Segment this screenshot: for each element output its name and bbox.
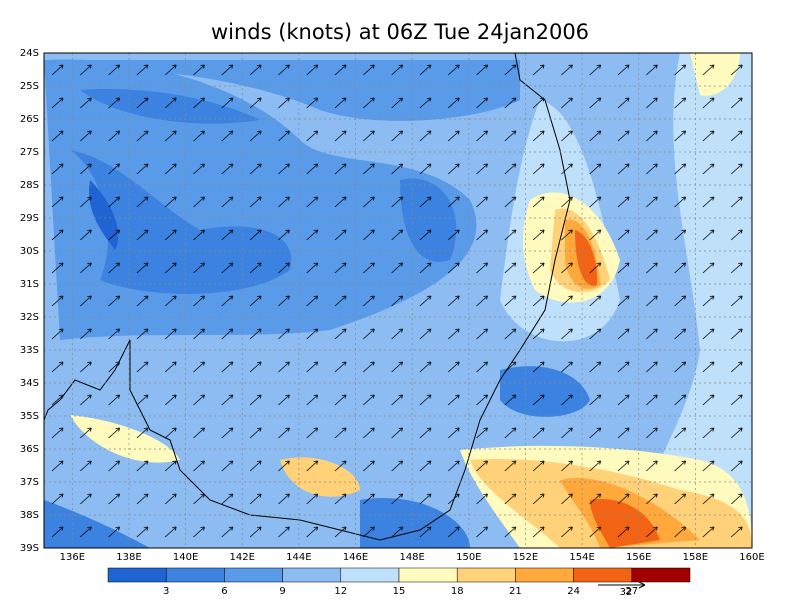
- lon-label: 148E: [399, 552, 424, 563]
- lon-label: 136E: [60, 552, 85, 563]
- colorbar-label: 21: [509, 586, 522, 597]
- lat-label: 39S: [20, 543, 39, 554]
- colorbar-label: 3: [163, 586, 169, 597]
- colorbar-swatch: [573, 567, 633, 583]
- lon-label: 158E: [683, 552, 708, 563]
- colorbar-label: 27: [625, 586, 638, 597]
- colorbar-swatch: [515, 567, 574, 583]
- lon-label: 156E: [626, 552, 651, 563]
- colorbar-label: 15: [393, 586, 406, 597]
- colorbar-swatch: [165, 567, 225, 583]
- colorbar-label: 9: [279, 586, 285, 597]
- colorbar-swatch: [398, 567, 458, 583]
- colorbar-swatch: [631, 567, 691, 583]
- lat-label: 28S: [20, 180, 39, 191]
- graticule: [44, 53, 752, 548]
- lon-label: 138E: [116, 552, 141, 563]
- lon-label: 152E: [513, 552, 538, 563]
- lon-label: 142E: [230, 552, 255, 563]
- lat-label: 36S: [20, 444, 39, 455]
- lon-label: 144E: [286, 552, 311, 563]
- lat-label: 33S: [20, 345, 39, 356]
- colorbar-swatch: [456, 567, 516, 583]
- wind-field: [44, 53, 752, 548]
- lon-label: 160E: [739, 552, 764, 563]
- colorbar-label: 18: [451, 586, 464, 597]
- map-title: winds (knots) at 06Z Tue 24jan2006: [211, 20, 589, 44]
- vector-scale-label: 32: [620, 587, 633, 598]
- colorbar-label: 6: [221, 586, 227, 597]
- colorbar-swatch: [107, 567, 167, 583]
- lat-label: 24S: [20, 48, 39, 59]
- lat-label: 29S: [20, 213, 39, 224]
- colorbar-label: 12: [334, 586, 347, 597]
- colorbar-label: 24: [567, 586, 580, 597]
- lat-label: 35S: [20, 411, 39, 422]
- lat-label: 26S: [20, 114, 39, 125]
- lat-label: 27S: [20, 147, 39, 158]
- lat-label: 34S: [20, 378, 39, 389]
- lon-label: 140E: [173, 552, 198, 563]
- lon-label: 154E: [569, 552, 594, 563]
- colorbar-swatch: [224, 567, 283, 583]
- lat-label: 31S: [20, 279, 39, 290]
- latitude-labels: 24S 25S 26S 27S 28S 29S 30S 31S 32S 33S 34S 35S 36S 3…: [20, 48, 39, 554]
- longitude-labels: 136E 138E 140E 142E 144E 146E 148E 150E 152E 154E…: [60, 552, 765, 563]
- colorbar-swatch: [340, 567, 400, 583]
- lat-label: 25S: [20, 81, 39, 92]
- lat-label: 37S: [20, 477, 39, 488]
- lat-label: 30S: [20, 246, 39, 257]
- lat-label: 38S: [20, 510, 39, 521]
- lat-label: 32S: [20, 312, 39, 323]
- lon-label: 146E: [343, 552, 368, 563]
- vector-scale-head: [638, 581, 646, 589]
- lon-label: 150E: [456, 552, 481, 563]
- map-frame: [43, 52, 753, 549]
- colorbar-swatch: [282, 567, 342, 583]
- colorbar: 3 6 9 12 15 18 21 24 27: [107, 567, 691, 597]
